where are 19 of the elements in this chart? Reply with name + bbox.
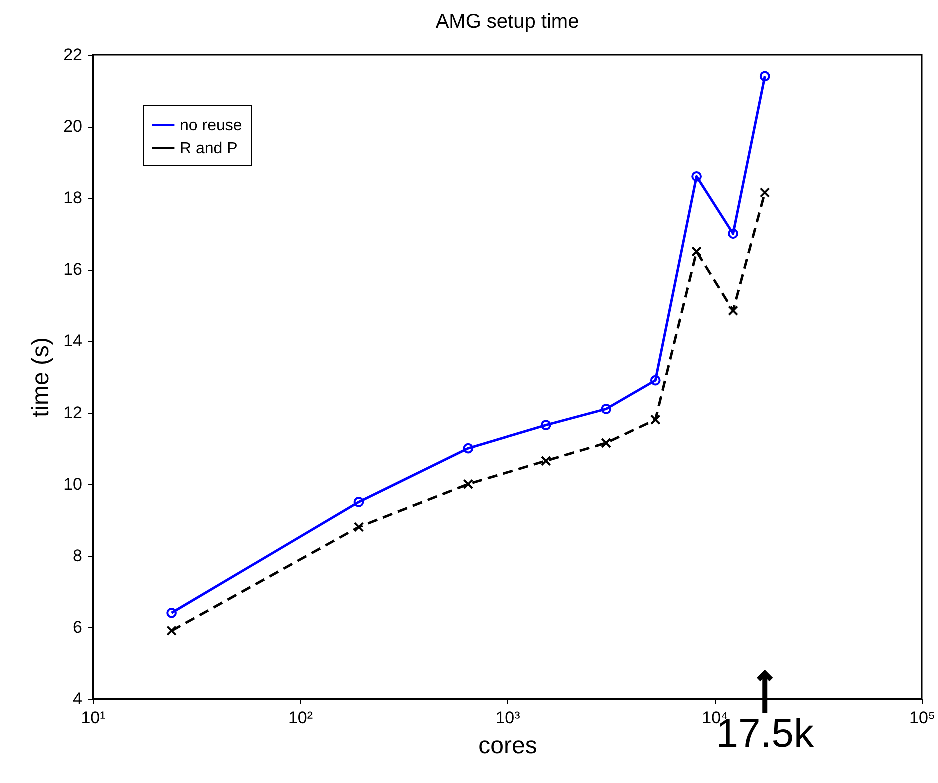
- x-tick-label: 10³: [496, 708, 521, 728]
- y-tick-label: 12: [64, 403, 82, 422]
- x-tick-label: 10⁵: [910, 708, 936, 728]
- y-tick-label: 10: [64, 474, 82, 494]
- x-tick-label: 10²: [288, 708, 314, 728]
- y-tick-label: 22: [64, 46, 82, 64]
- y-tick-label: 18: [64, 188, 82, 208]
- y-tick-label: 6: [73, 618, 82, 637]
- y-tick-label: 8: [73, 546, 82, 566]
- x-tick-label: 10¹: [81, 708, 106, 728]
- legend-label: R and P: [180, 140, 238, 158]
- y-axis-title: time (s): [28, 338, 55, 418]
- chart-title: AMG setup time: [436, 11, 580, 33]
- y-tick-label: 16: [64, 260, 82, 280]
- y-tick-label: 14: [64, 332, 82, 351]
- y-tick-label: 20: [64, 117, 82, 136]
- x-axis-title: cores: [478, 732, 538, 760]
- legend-label: no reuse: [180, 118, 242, 134]
- y-tick-label: 4: [73, 690, 82, 708]
